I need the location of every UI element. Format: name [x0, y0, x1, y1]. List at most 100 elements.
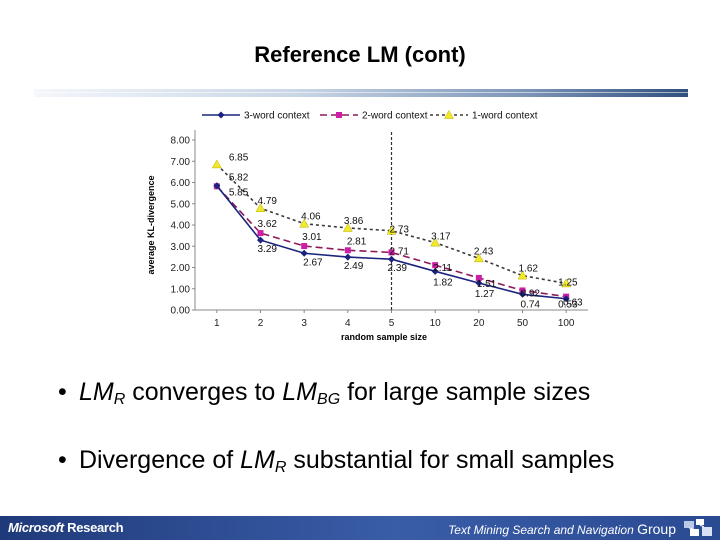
y-tick-label: 6.00 — [171, 178, 191, 189]
bullet-text: substantial for small samples — [286, 446, 615, 474]
data-label: 2.81 — [347, 236, 367, 247]
data-label: 2.39 — [388, 263, 408, 274]
data-point-triangle — [561, 278, 572, 288]
y-axis: 0.00 1.00 2.00 3.00 4.00 5.00 6.00 7.00 8.00 — [171, 130, 196, 317]
kl-divergence-chart: 3-word context 2-word context 1-word conte… — [146, 109, 588, 342]
footer-group-name: Text Mining Search and Navigation Group — [448, 521, 676, 537]
data-point-diamond — [475, 279, 483, 287]
data-label: 2.67 — [303, 257, 323, 268]
footer-bar: Microsoft Research Text Mining Search an… — [0, 516, 720, 540]
data-point-diamond — [562, 295, 570, 303]
bullet-dot: • — [58, 378, 67, 406]
x-tick-label: 100 — [558, 318, 575, 329]
data-label: 2.73 — [390, 225, 410, 236]
y-tick-label: 3.00 — [171, 242, 191, 253]
data-label: 2.11 — [433, 263, 452, 274]
data-label: 1.62 — [519, 264, 539, 275]
data-label: 1.27 — [475, 289, 495, 300]
x-tick-label: 1 — [214, 318, 220, 329]
data-label: 0.63 — [563, 298, 583, 309]
data-point-diamond — [431, 267, 439, 275]
data-label: 2.49 — [344, 261, 364, 272]
data-label: 0.53 — [558, 300, 578, 311]
chart-legend: 3-word context 2-word context 1-word conte… — [202, 109, 538, 122]
series-line-1-word-context — [216, 163, 567, 285]
data-point-triangle — [342, 222, 353, 232]
lm-text: LM — [78, 378, 114, 406]
data-label: 1.25 — [558, 277, 578, 288]
data-label: 3.01 — [302, 232, 322, 243]
title-rule — [34, 89, 688, 97]
lm-text: LM — [282, 378, 318, 406]
series-group — [211, 159, 572, 303]
series-line-2-word-context — [216, 185, 567, 298]
legend-marker-triangle — [444, 109, 454, 119]
data-point-triangle — [517, 270, 528, 280]
data-point-square — [344, 247, 351, 254]
data-point-triangle — [386, 225, 397, 235]
bullet-converges: • LMR converges to LMBG for large sample… — [58, 378, 590, 409]
data-point-diamond — [388, 255, 395, 263]
x-axis: 1 2 3 4 5 10 20 50 100 — [195, 309, 588, 329]
data-label: 2.43 — [474, 246, 494, 257]
data-point-square — [257, 230, 264, 237]
x-tick-label: 2 — [258, 318, 264, 329]
bullet-divergence: • Divergence of LMR substantial for smal… — [58, 446, 614, 477]
bullet-dot: • — [58, 446, 67, 474]
data-point-square — [432, 262, 439, 269]
lm-text: LM — [240, 446, 275, 474]
legend-label: 1-word context — [472, 111, 538, 122]
y-tick-label: 5.00 — [171, 199, 191, 210]
data-label: 5.82 — [229, 172, 249, 183]
legend-label: 3-word context — [244, 111, 310, 122]
subscript-bg: BG — [317, 391, 341, 408]
subscript-r: R — [113, 391, 126, 408]
data-label: 2.71 — [390, 246, 410, 257]
y-tick-label: 4.00 — [171, 221, 191, 232]
data-point-diamond — [257, 236, 264, 244]
data-label: 0.74 — [521, 299, 541, 310]
subscript-r: R — [274, 459, 287, 476]
data-point-triangle — [430, 237, 441, 247]
y-axis-title: average KL-divergence — [146, 175, 156, 274]
data-label: 4.79 — [258, 196, 278, 207]
data-point-triangle — [255, 203, 266, 212]
data-point-triangle — [473, 253, 484, 263]
bullet-text: Divergence of — [78, 446, 241, 474]
slide-title: Reference LM (cont) — [254, 42, 466, 67]
data-label: 3.86 — [344, 216, 364, 227]
data-label: 3.29 — [258, 244, 278, 255]
legend-marker-square — [336, 112, 342, 118]
data-point-diamond — [213, 182, 221, 190]
y-tick-label: 7.00 — [171, 157, 191, 168]
y-tick-label: 1.00 — [171, 284, 191, 295]
data-point-diamond — [519, 290, 526, 298]
data-point-square — [519, 287, 526, 294]
data-label: 0.92 — [521, 288, 541, 299]
x-tick-label: 5 — [389, 318, 395, 329]
data-label: 3.17 — [431, 232, 451, 243]
data-point-diamond — [300, 249, 308, 257]
bullet-text: for large sample sizes — [340, 378, 591, 406]
data-label: 4.06 — [301, 212, 321, 223]
footer-brand: Microsoft Research — [8, 520, 124, 535]
x-tick-label: 10 — [430, 318, 442, 329]
data-point-square — [388, 249, 395, 256]
data-label: 1.82 — [433, 277, 453, 288]
y-tick-label: 0.00 — [171, 306, 191, 317]
y-tick-label: 2.00 — [171, 263, 191, 274]
data-label: 3.62 — [258, 219, 278, 230]
y-tick-label: 8.00 — [171, 136, 191, 147]
data-point-triangle — [299, 218, 310, 228]
x-tick-label: 4 — [345, 318, 351, 329]
x-axis-title: random sample size — [341, 332, 427, 342]
data-point-square — [301, 243, 308, 250]
data-label: 6.85 — [229, 152, 249, 163]
bullet-text: converges to — [125, 378, 283, 406]
data-point-square — [475, 274, 482, 281]
legend-label: 2-word context — [362, 111, 428, 122]
legend-marker-diamond — [217, 111, 225, 119]
data-label: 1.51 — [477, 279, 497, 290]
data-labels: 6.85 4.79 4.06 3.86 2.73 3.17 2.43 1.62 1.25 5.82… — [229, 152, 583, 310]
x-tick-label: 50 — [517, 318, 529, 329]
